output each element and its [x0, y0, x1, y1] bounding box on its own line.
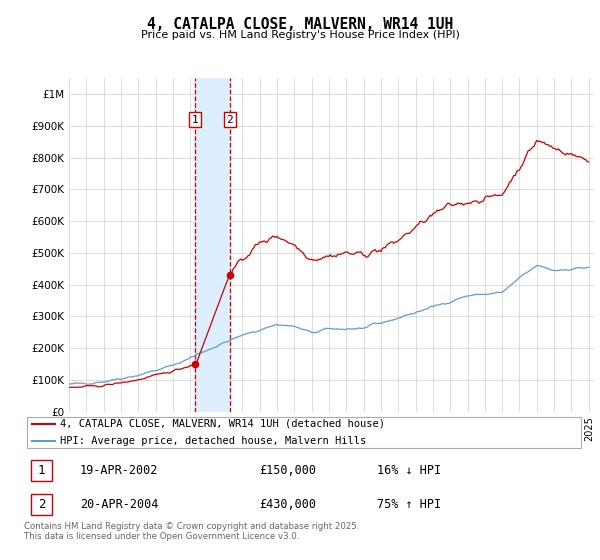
- FancyBboxPatch shape: [31, 494, 52, 515]
- Text: £430,000: £430,000: [260, 498, 317, 511]
- Text: 1: 1: [38, 464, 45, 477]
- Bar: [196, 78, 230, 412]
- Text: Price paid vs. HM Land Registry's House Price Index (HPI): Price paid vs. HM Land Registry's House …: [140, 30, 460, 40]
- Text: HPI: Average price, detached house, Malvern Hills: HPI: Average price, detached house, Malv…: [61, 436, 367, 446]
- FancyBboxPatch shape: [27, 417, 581, 448]
- Text: 19-APR-2002: 19-APR-2002: [80, 464, 158, 477]
- Text: 2: 2: [227, 115, 233, 125]
- Text: 16% ↓ HPI: 16% ↓ HPI: [377, 464, 442, 477]
- Text: £150,000: £150,000: [260, 464, 317, 477]
- Text: 2: 2: [38, 498, 45, 511]
- Text: Contains HM Land Registry data © Crown copyright and database right 2025.
This d: Contains HM Land Registry data © Crown c…: [24, 522, 359, 542]
- Text: 1: 1: [192, 115, 199, 125]
- Text: 4, CATALPA CLOSE, MALVERN, WR14 1UH: 4, CATALPA CLOSE, MALVERN, WR14 1UH: [147, 17, 453, 32]
- Text: 75% ↑ HPI: 75% ↑ HPI: [377, 498, 442, 511]
- FancyBboxPatch shape: [31, 460, 52, 481]
- Text: 4, CATALPA CLOSE, MALVERN, WR14 1UH (detached house): 4, CATALPA CLOSE, MALVERN, WR14 1UH (det…: [61, 419, 385, 429]
- Text: 20-APR-2004: 20-APR-2004: [80, 498, 158, 511]
